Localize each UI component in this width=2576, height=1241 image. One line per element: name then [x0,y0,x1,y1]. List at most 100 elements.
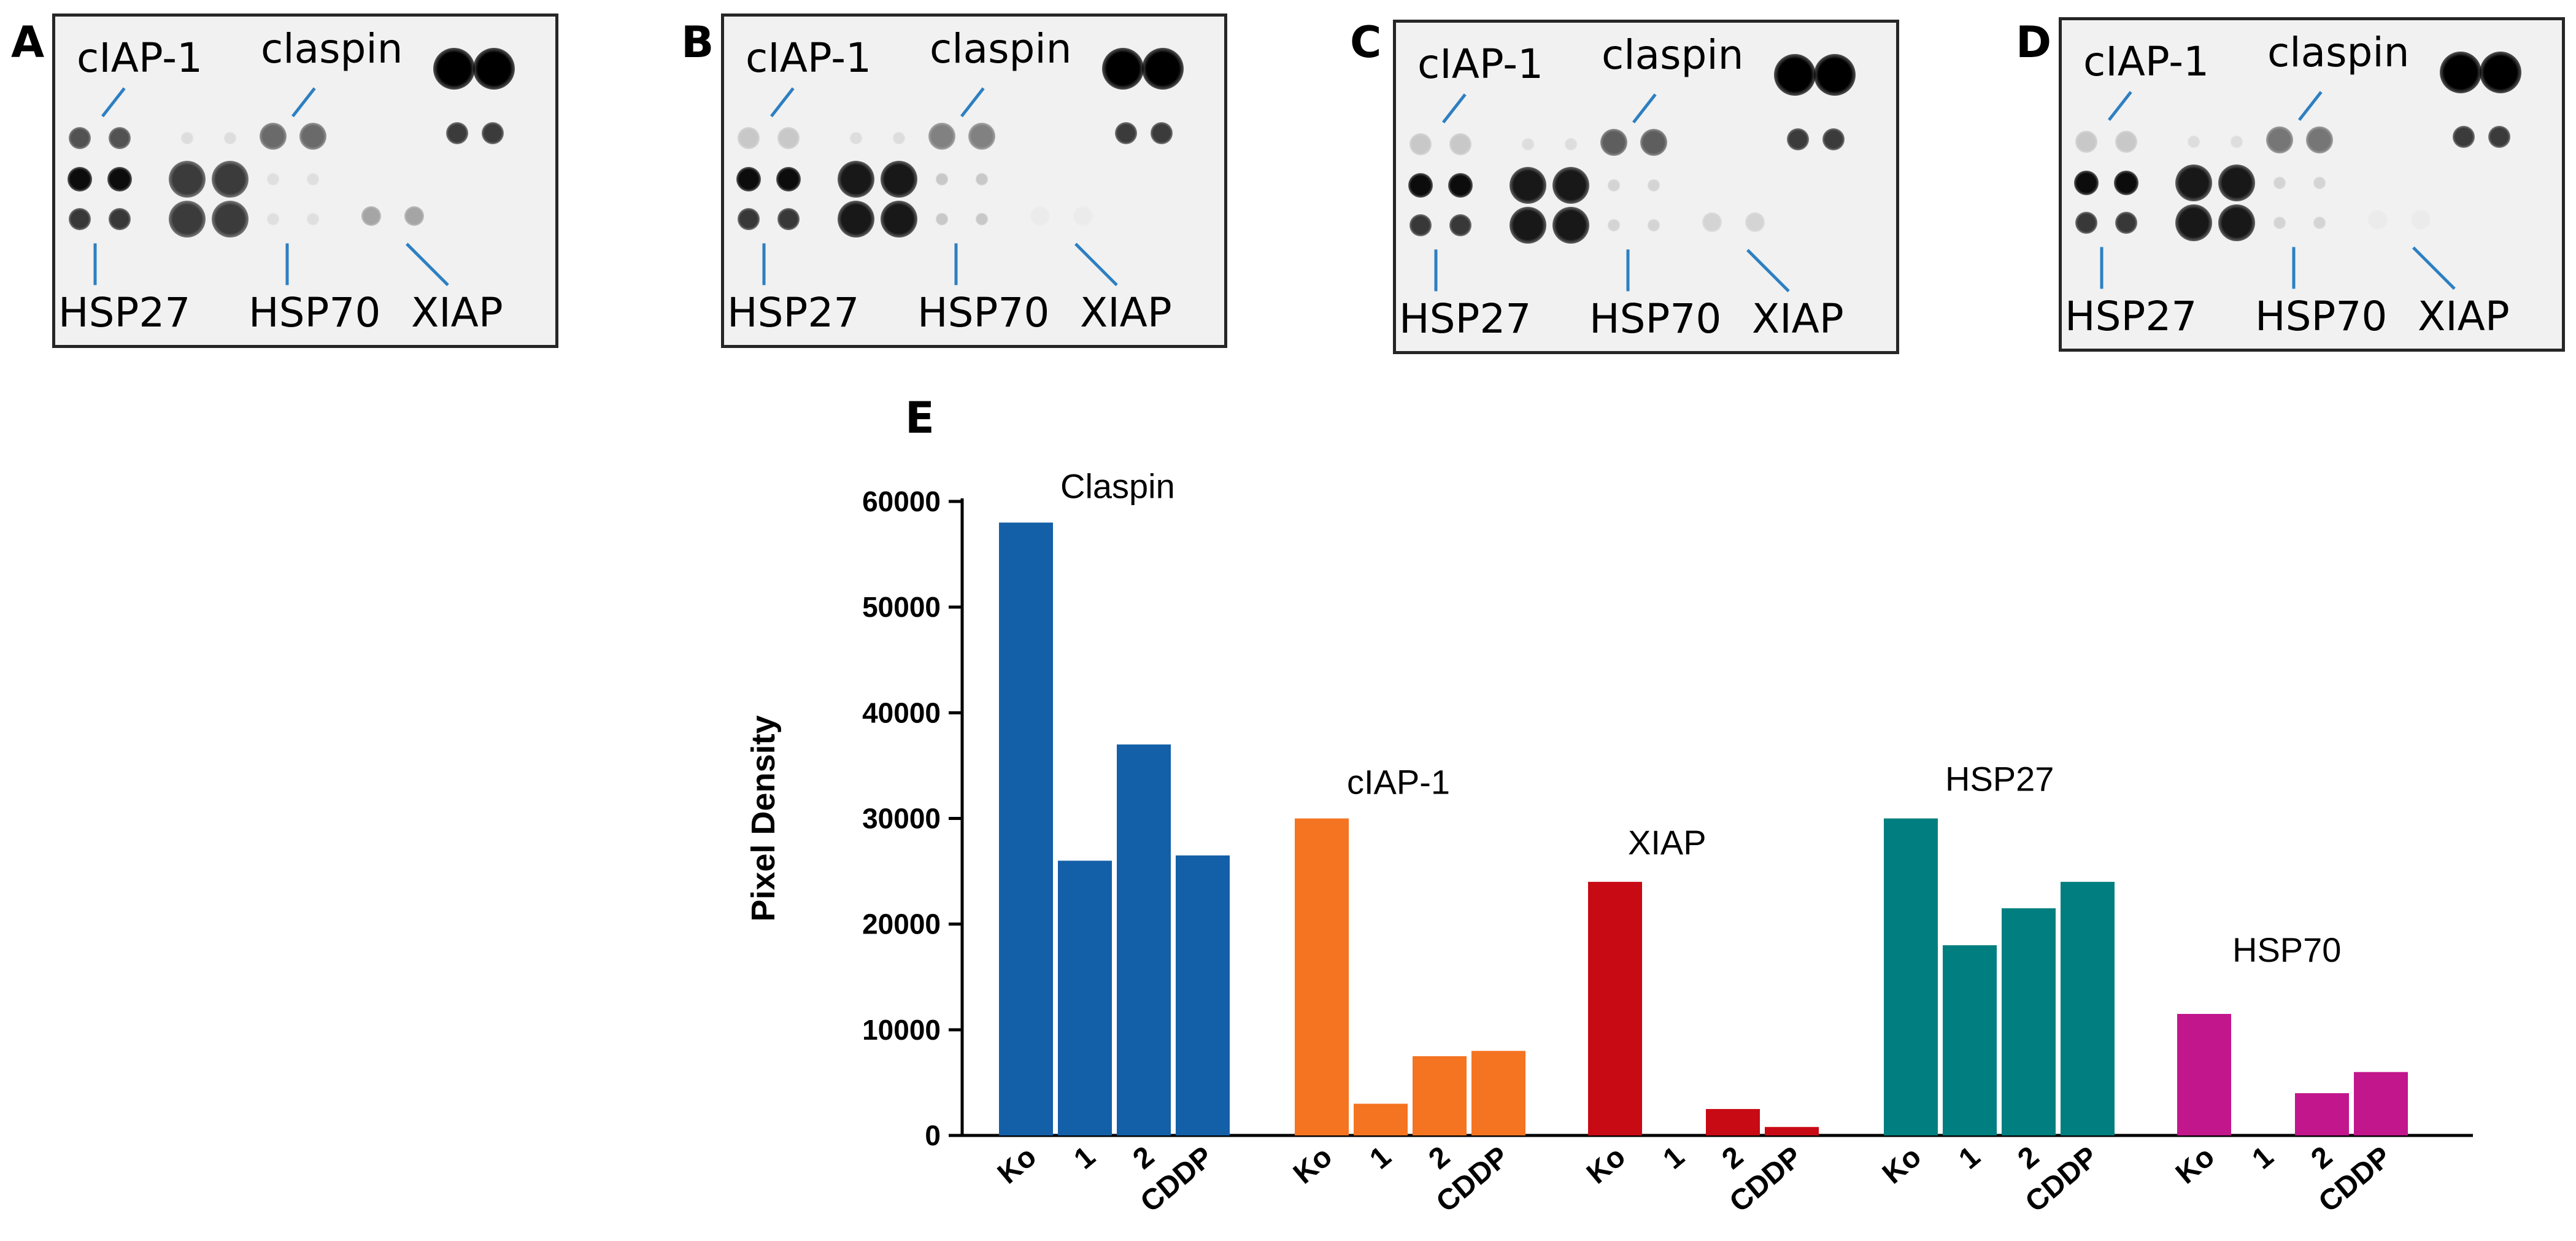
blot-spot [1822,128,1845,150]
y-tick-label: 0 [925,1119,941,1151]
blot-spot [299,123,326,150]
blot-spot [738,127,760,149]
y-tick-label: 40000 [862,697,941,729]
blot-spot [1648,219,1660,231]
y-tick-label: 10000 [862,1014,941,1046]
blot-spot [881,201,917,238]
blot-spot [212,161,249,198]
blot-spot [181,132,193,144]
blot-spot [446,122,468,144]
blot-spot [2266,126,2293,153]
blot-spot [1702,212,1722,232]
blot-spot [2115,212,2137,234]
blot-spot [2231,136,2243,148]
blot-spot [1142,48,1184,90]
blot-spot [1522,138,1534,150]
blot-spot [1640,129,1667,156]
blot-spot [976,213,988,225]
blot-spot [2440,52,2482,93]
blot-spot [361,206,381,226]
blot-spot [1608,179,1620,191]
bar-ciap-1-2 [1413,1056,1467,1135]
bar-ciap-1-cddp [1471,1051,1525,1135]
blot-spot [2115,131,2137,153]
blot-spot [2480,52,2521,93]
blot-spot [109,208,131,230]
blot-spot [2313,217,2326,229]
blot-spot [2488,126,2510,148]
bar-hsp27-2 [2002,908,2056,1135]
blot-spot [893,132,905,144]
hsp27-label: HSP27 [1399,295,1532,342]
blot-spot [267,213,279,225]
blot-spot [1552,167,1589,204]
hsp70-label: HSP70 [249,289,381,336]
blot-spot [1151,122,1173,144]
x-tick-label: 2 [2012,1140,2046,1176]
xiap-label: XIAP [1080,289,1172,336]
blot-spot [1510,207,1546,244]
bar-claspin-cddp [1176,855,1230,1135]
blot-spot [2368,210,2388,230]
group-label-hsp27: HSP27 [1945,760,2054,798]
hsp27-label: HSP27 [727,289,860,336]
blot-spot [169,201,206,238]
group-label-ciap-1: cIAP-1 [1347,763,1450,802]
blot-spot [777,127,800,149]
blot-spot [976,173,988,185]
blot-spot [1449,133,1471,155]
hsp70-label: HSP70 [1589,295,1722,342]
blot-spot [928,123,955,150]
blot-spot [968,123,995,150]
blot-spot [881,161,917,198]
blot-spot [482,122,504,144]
hsp27-label: HSP27 [58,289,191,336]
blot-spot [738,208,760,230]
blot-spot [224,132,236,144]
blot-spot [169,161,206,198]
blot-spot [1608,219,1620,231]
bar-ciap-1-1 [1354,1104,1408,1135]
x-tick-label: Ko [992,1140,1043,1191]
blot-spot [1648,179,1660,191]
blot-spot [1787,128,1809,150]
group-label-claspin: Claspin [1060,466,1175,505]
blot-spot [2411,210,2431,230]
ciap1-label: cIAP-1 [2083,38,2210,85]
blot-spot [2273,217,2286,229]
x-tick-label: 1 [1068,1140,1102,1176]
bar-hsp70-2 [2295,1093,2349,1135]
blot-spot [2075,212,2097,234]
bar-hsp70-cddp [2354,1072,2408,1135]
hsp70-label: HSP70 [917,289,1050,336]
panel-letter-c: C [1350,17,1382,68]
x-tick-label: Ko [1581,1140,1632,1191]
blot-spot [936,173,948,185]
blot-spot [2273,177,2286,189]
bar-claspin-2 [1117,744,1171,1135]
blot-spot [67,167,92,191]
blot-spot [1600,129,1627,156]
bar-claspin-ko [999,522,1053,1135]
y-axis-label: Pixel Density [745,715,782,921]
blot-spot [1102,48,1144,90]
bar-hsp27-1 [1943,945,1997,1135]
blot-spot [473,48,515,90]
blot-spot [1408,173,1433,198]
xiap-label: XIAP [1752,295,1844,342]
hsp27-label: HSP27 [2065,293,2197,340]
blot-spot [2218,164,2255,201]
blot-spot [433,48,475,90]
panel-letter-d: D [2016,17,2052,68]
blot-spot [307,213,319,225]
bar-hsp27-cddp [2061,881,2115,1135]
x-tick-label: 2 [1716,1140,1750,1176]
claspin-label: claspin [261,25,403,72]
x-tick-label: Ko [1876,1140,1927,1191]
blot-spot [936,213,948,225]
x-tick-label: 1 [2246,1140,2280,1176]
panel-letter-e: E [905,393,935,443]
blot-spot [2453,126,2475,148]
blot-spot [838,201,874,238]
